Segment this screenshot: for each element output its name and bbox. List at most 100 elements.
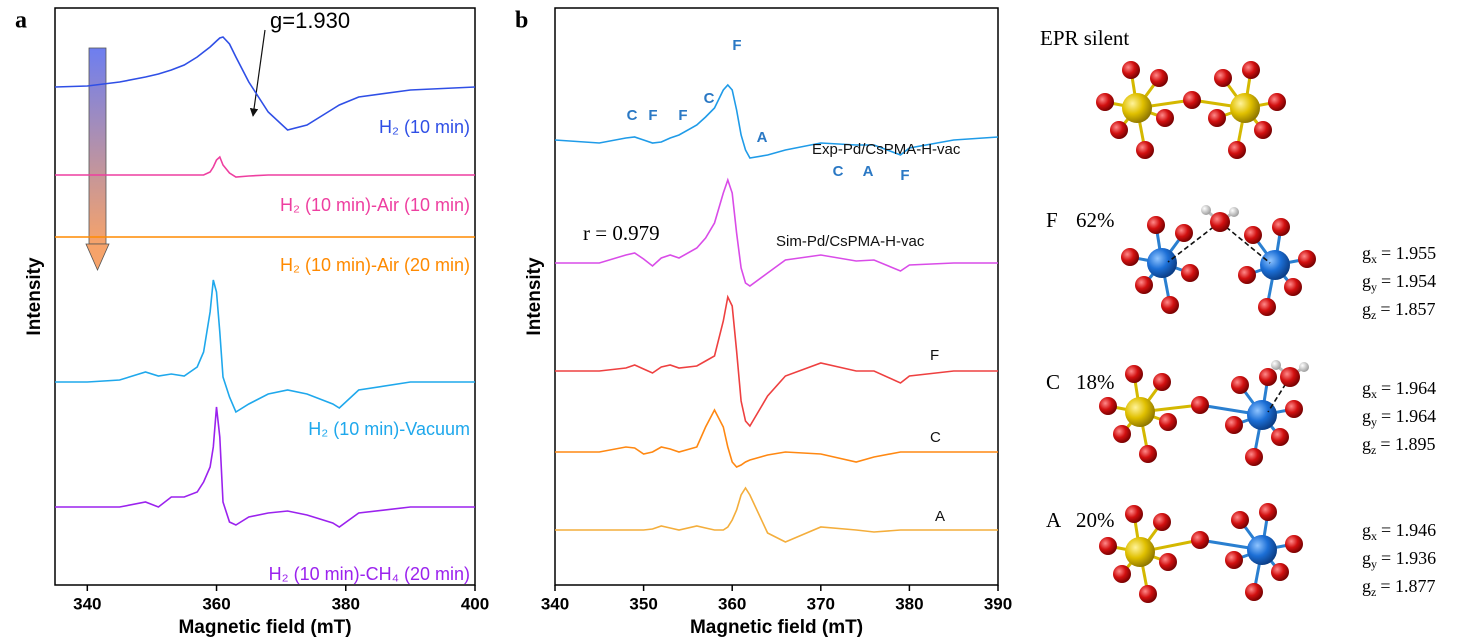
atom [1280, 367, 1300, 387]
atom [1231, 376, 1249, 394]
g-value: gy= 1.936 [1362, 548, 1436, 571]
g-text: = 1.877 [1380, 576, 1435, 596]
atom [1208, 109, 1226, 127]
g-symbol: g [1362, 406, 1371, 426]
series-label: H₂ (10 min)-Vacuum [308, 419, 470, 439]
atom [1159, 553, 1177, 571]
atom [1110, 121, 1128, 139]
g-text: = 1.964 [1381, 406, 1436, 426]
g-subscript: z [1371, 585, 1376, 599]
peak-label: C [627, 107, 638, 124]
atom [1147, 216, 1165, 234]
atom [1260, 250, 1290, 280]
atom [1201, 205, 1211, 215]
atom [1136, 141, 1154, 159]
g-subscript: x [1371, 387, 1377, 401]
x-tick-label: 390 [984, 594, 1012, 613]
trend-arrow [89, 48, 106, 244]
g-symbol: g [1362, 271, 1371, 291]
g-subscript: y [1371, 415, 1377, 429]
annotation: g=1.930 [270, 8, 350, 33]
series-label: H₂ (10 min)-Air (20 min) [280, 255, 470, 275]
x-tick-label: 370 [807, 594, 835, 613]
g-symbol: g [1362, 243, 1371, 263]
atom [1230, 93, 1260, 123]
x-tick-label: 340 [541, 594, 569, 613]
structure-label: EPR silent [1040, 26, 1129, 50]
g-symbol: g [1362, 576, 1371, 596]
x-tick-label: 350 [629, 594, 657, 613]
g-value: gx= 1.955 [1362, 243, 1436, 266]
atom [1191, 531, 1209, 549]
atom [1242, 61, 1260, 79]
structure-percent: 62% [1076, 208, 1115, 232]
atom [1147, 248, 1177, 278]
structure-percent: 20% [1076, 508, 1115, 532]
x-tick-label: 380 [332, 594, 360, 613]
atom [1153, 373, 1171, 391]
g-value: gz= 1.895 [1362, 434, 1435, 457]
series-label: A [935, 508, 945, 525]
atom [1258, 298, 1276, 316]
atom [1247, 535, 1277, 565]
series-label: Sim-Pd/CsPMA-H-vac [776, 233, 925, 250]
atom [1183, 91, 1201, 109]
atom [1113, 565, 1131, 583]
atom [1122, 93, 1152, 123]
g-subscript: y [1371, 280, 1377, 294]
g-text: = 1.954 [1381, 271, 1436, 291]
atom [1299, 362, 1309, 372]
spectrum-line [55, 280, 475, 412]
atom [1271, 428, 1289, 446]
peak-label: C [833, 163, 844, 180]
g-value: gz = 1.877 [1362, 576, 1435, 599]
atom [1125, 505, 1143, 523]
annotation: r = 0.979 [583, 221, 660, 245]
g-value: gz= 1.857 [1362, 299, 1435, 322]
atom [1113, 425, 1131, 443]
atom [1245, 448, 1263, 466]
atom [1159, 413, 1177, 431]
atom [1122, 61, 1140, 79]
series-label: C [930, 429, 941, 446]
series-label: H₂ (10 min)-CH₄ (20 min) [269, 564, 470, 584]
x-axis-label: Magnetic field (mT) [178, 617, 351, 638]
atom [1285, 535, 1303, 553]
series-label: Exp-Pd/CsPMA-H-vac [812, 141, 961, 158]
g-text: = 1.857 [1380, 299, 1435, 319]
spectrum-line [555, 488, 998, 542]
spectrum-line [55, 157, 475, 177]
g-value: gy = 1.954 [1362, 271, 1436, 294]
atom [1150, 69, 1168, 87]
series-label: H₂ (10 min) [379, 117, 470, 137]
atom [1271, 360, 1281, 370]
atom [1238, 266, 1256, 284]
peak-label: A [863, 163, 874, 180]
panel-label: b [515, 8, 528, 34]
x-tick-label: 340 [73, 594, 101, 613]
atom [1125, 537, 1155, 567]
peak-label: A [757, 129, 768, 146]
structures [1096, 61, 1316, 603]
g-value: gx= 1.964 [1362, 378, 1436, 401]
structure-percent: 18% [1076, 370, 1115, 394]
atom [1272, 218, 1290, 236]
atom [1231, 511, 1249, 529]
atom [1191, 396, 1209, 414]
g-subscript: x [1371, 252, 1377, 266]
g-text: = 1.964 [1381, 378, 1436, 398]
plot-frame [55, 8, 475, 585]
peak-label: F [678, 107, 687, 124]
atom [1139, 585, 1157, 603]
atom [1099, 397, 1117, 415]
atom [1210, 212, 1230, 232]
y-axis-label: Intensity [524, 257, 545, 336]
series-label: H₂ (10 min)-Air (10 min) [280, 195, 470, 215]
atom [1225, 416, 1243, 434]
atom [1181, 264, 1199, 282]
g-value: gx= 1.946 [1362, 520, 1436, 543]
structure-label: C [1046, 370, 1060, 394]
atom [1125, 365, 1143, 383]
atom [1284, 278, 1302, 296]
atom [1244, 226, 1262, 244]
